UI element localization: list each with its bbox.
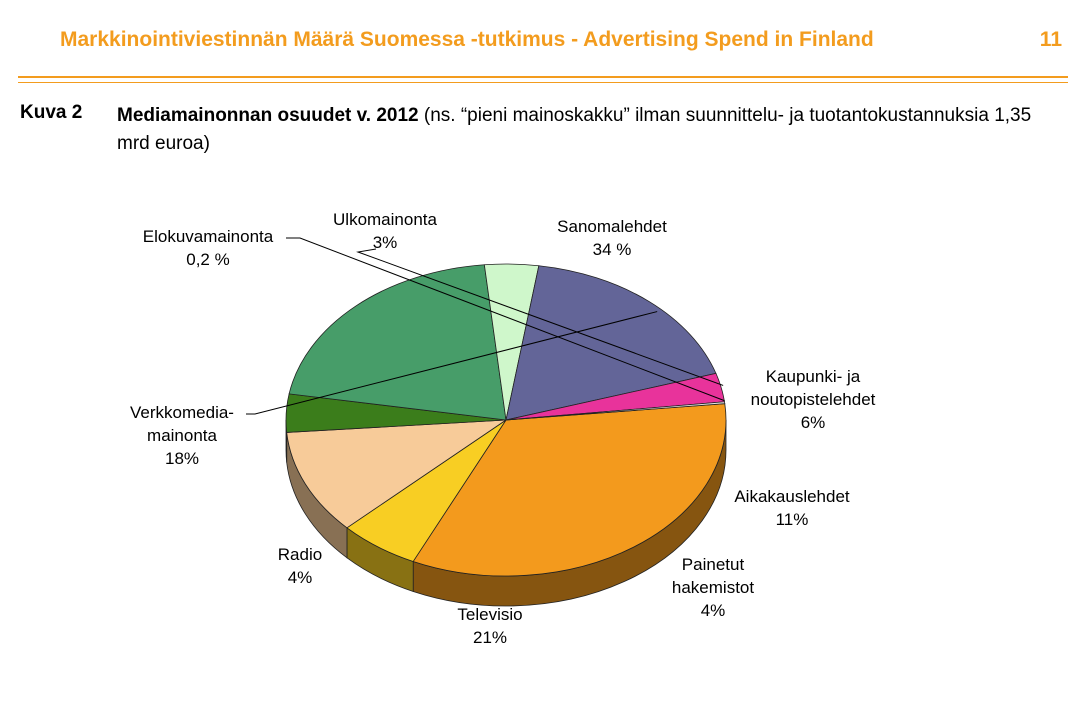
slice-label-ulkomainonta: Ulkomainonta 3% bbox=[333, 210, 437, 252]
page-number: 11 bbox=[1039, 28, 1062, 51]
slice-televisio bbox=[288, 264, 507, 421]
header-title: Markkinointiviestinnän Määrä Suomessa -t… bbox=[60, 28, 874, 51]
header-rule-thin bbox=[18, 82, 1068, 83]
page-header: Markkinointiviestinnän Määrä Suomessa -t… bbox=[60, 28, 1070, 60]
header-rule bbox=[18, 76, 1068, 78]
leader-line-verkkomedia bbox=[246, 311, 658, 415]
leader-line-ulkomainonta bbox=[356, 248, 724, 386]
leader-lines-group bbox=[246, 237, 725, 415]
slice-label-aikakauslehdet: Aikakauslehdet 11% bbox=[734, 487, 850, 529]
slice-label-televisio: Televisio 21% bbox=[457, 605, 522, 647]
slice-aikakauslehdet bbox=[286, 419, 508, 529]
slice-label-elokuvamainonta: Elokuvamainonta 0,2 % bbox=[143, 227, 274, 269]
figure-title-bold: Mediamainonnan osuudet v. 2012 bbox=[117, 105, 419, 126]
figure-label: Kuva 2 bbox=[20, 102, 83, 123]
figure-title-rest: (ns. “pieni mainoskakku” ilman suunnitte… bbox=[117, 105, 1032, 154]
slice-label-kaupunki-ja-noutopistelehdet: Kaupunki- ja noutopistelehdet 6% bbox=[751, 367, 876, 432]
slice-label-verkkomedia-mainonta: Verkkomedia-mainonta 18% bbox=[130, 403, 234, 468]
slice-labels-group: Sanomalehdet 34 % Kaupunki- ja noutopistele… bbox=[130, 210, 876, 647]
slice-label-painetut-hakemistot: Painetut hakemistot 4% bbox=[672, 555, 754, 620]
slice-verkkomedia-mainonta bbox=[505, 265, 717, 421]
slice-label-radio: Radio 4% bbox=[278, 545, 322, 587]
pie-slices-group bbox=[285, 263, 727, 607]
slice-elokuvamainonta bbox=[505, 401, 726, 421]
slice-label-sanomalehdet: Sanomalehdet 34 % bbox=[557, 217, 667, 259]
slice-sanomalehdet bbox=[412, 403, 727, 577]
figure-caption: Mediamainonnan osuudet v. 2012 (ns. “pie… bbox=[117, 102, 1057, 158]
leader-line-elokuvamainonta bbox=[286, 237, 725, 402]
